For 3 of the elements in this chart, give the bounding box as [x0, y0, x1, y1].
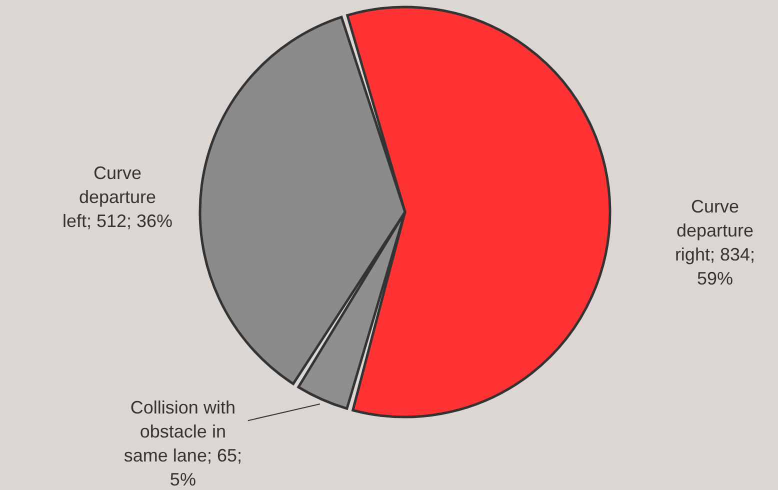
slice-label: Curve departure left; 512; 36%: [62, 163, 173, 232]
slice-label: Curve departure right; 834; 59%: [674, 196, 755, 289]
slice-label: Collision with obstacle in same lane; 65; 5%: [124, 398, 242, 490]
